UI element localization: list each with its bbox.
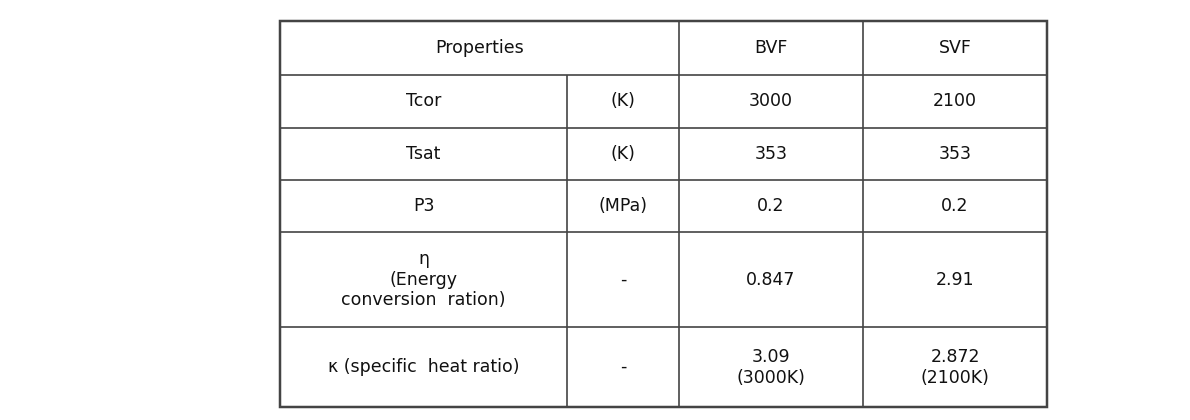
Text: 0.847: 0.847 (746, 270, 796, 289)
Text: Tcor: Tcor (406, 92, 441, 110)
Text: (K): (K) (610, 92, 635, 110)
Text: Tsat: Tsat (406, 145, 440, 163)
Text: -: - (620, 270, 626, 289)
Text: 353: 353 (939, 145, 971, 163)
Text: 0.2: 0.2 (757, 197, 784, 215)
Text: SVF: SVF (939, 39, 971, 57)
Text: -: - (620, 358, 626, 376)
Text: (MPa): (MPa) (599, 197, 647, 215)
Text: BVF: BVF (754, 39, 788, 57)
Text: η
(Energy
conversion  ration): η (Energy conversion ration) (342, 250, 506, 310)
Text: P3: P3 (413, 197, 434, 215)
Text: 0.2: 0.2 (941, 197, 969, 215)
Text: 353: 353 (754, 145, 788, 163)
Text: κ (specific  heat ratio): κ (specific heat ratio) (327, 358, 519, 376)
Text: (K): (K) (610, 145, 635, 163)
Text: 2.91: 2.91 (935, 270, 975, 289)
Text: Properties: Properties (434, 39, 524, 57)
Text: 2100: 2100 (933, 92, 977, 110)
Text: 2.872
(2100K): 2.872 (2100K) (921, 348, 990, 386)
Text: 3000: 3000 (749, 92, 793, 110)
Text: 3.09
(3000K): 3.09 (3000K) (737, 348, 806, 386)
